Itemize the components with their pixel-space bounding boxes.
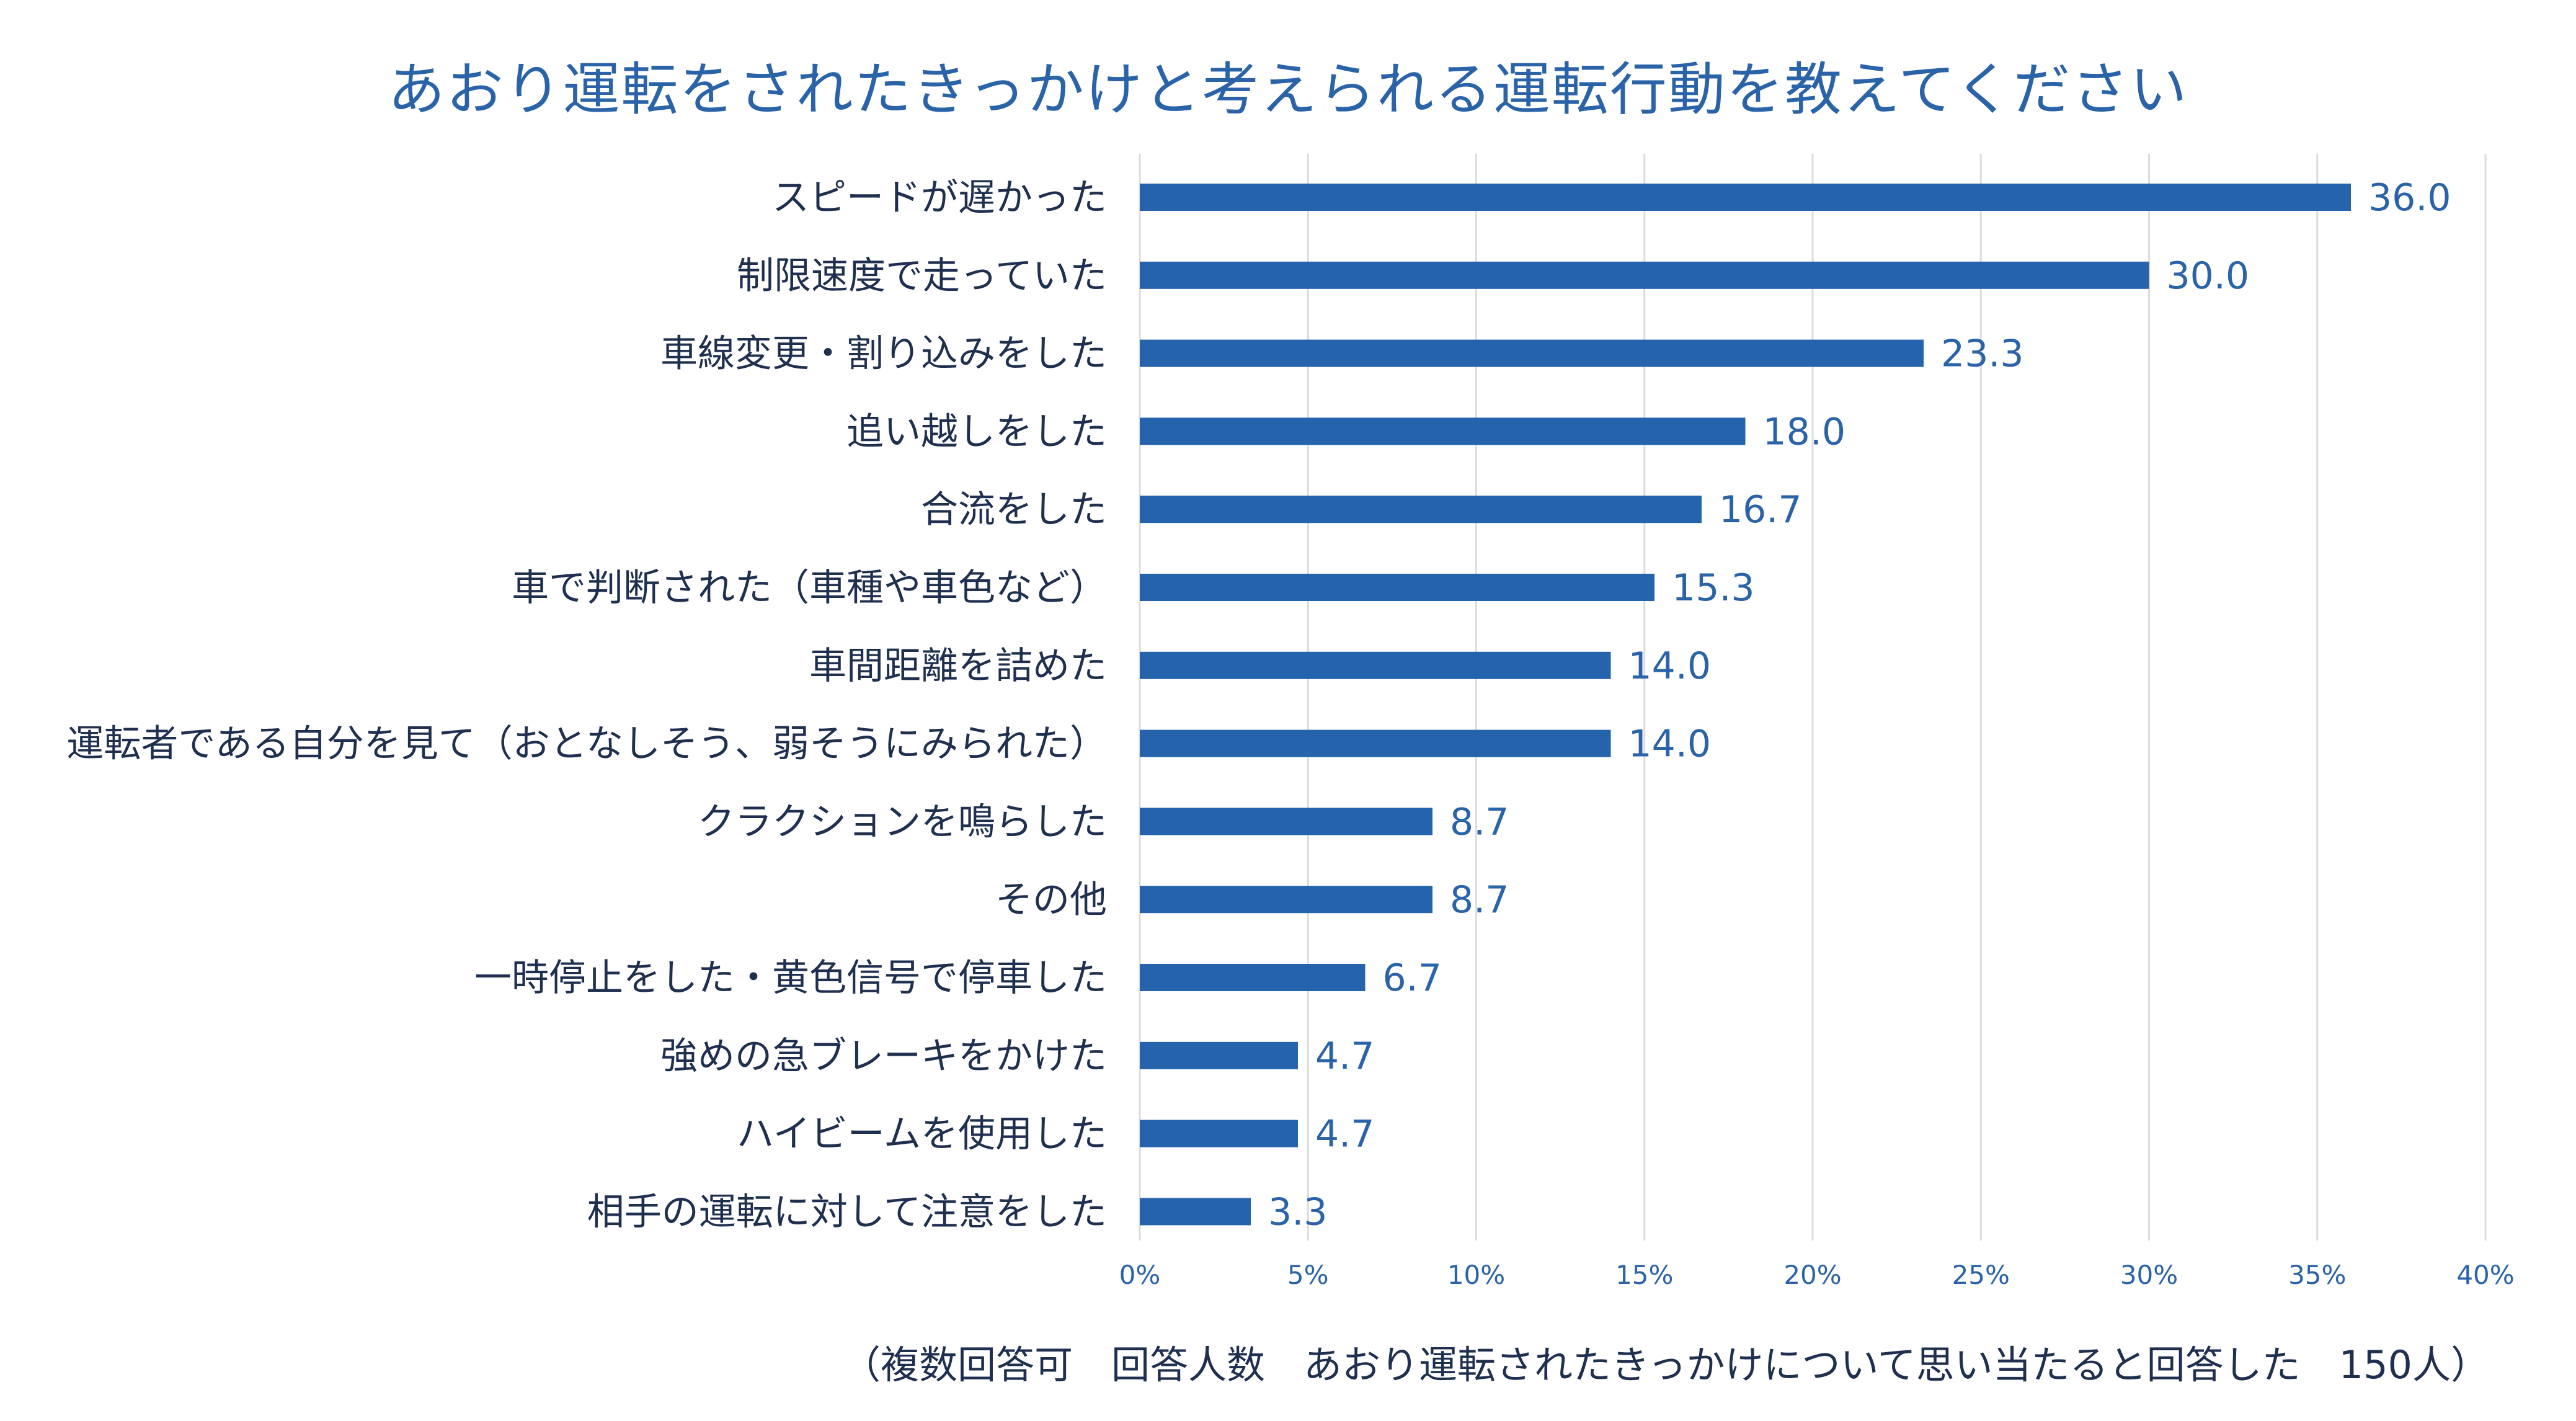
value-label: 4.7 — [1315, 1035, 1374, 1078]
value-label: 8.7 — [1450, 800, 1509, 844]
bar — [1140, 496, 1702, 523]
bar — [1140, 1041, 1298, 1069]
value-label: 18.0 — [1763, 410, 1846, 453]
value-label: 16.7 — [1719, 488, 1802, 532]
value-label: 14.0 — [1628, 644, 1712, 688]
gridlines — [1139, 154, 2487, 1241]
x-tick-label: 25% — [1952, 1260, 2010, 1290]
value-label: 15.3 — [1672, 566, 1755, 610]
x-tick-label: 5% — [1287, 1260, 1329, 1290]
bar — [1140, 339, 1924, 367]
bar — [1140, 886, 1432, 914]
x-tick-label: 40% — [2456, 1260, 2514, 1290]
chart-footnote: （複数回答可 回答人数 あおり運転されたきっかけについて思い当たると回答した 1… — [842, 1342, 2489, 1388]
bar — [1140, 1120, 1298, 1147]
category-label: 合流をした — [921, 488, 1107, 532]
category-label: 車線変更・割り込みをした — [660, 332, 1107, 376]
category-label: 運転者である自分を見て（おとなしそう、弱そうにみられた） — [66, 723, 1107, 766]
value-label: 4.7 — [1315, 1113, 1374, 1156]
value-label: 8.7 — [1450, 878, 1509, 922]
category-label: 一時停止をした・黄色信号で停車した — [474, 956, 1107, 1000]
bar — [1140, 417, 1746, 445]
value-label: 23.3 — [1941, 332, 2024, 376]
value-label: 6.7 — [1382, 956, 1441, 1000]
category-label: スピードが遅かった — [772, 176, 1107, 220]
category-label: 強めの急ブレーキをかけた — [660, 1035, 1107, 1078]
category-label: 相手の運転に対して注意をした — [587, 1190, 1107, 1234]
category-labels: スピードが遅かった制限速度で走っていた車線変更・割り込みをした追い越しをした合流… — [66, 176, 1107, 1234]
x-tick-label: 35% — [2288, 1260, 2346, 1290]
x-tick-label: 0% — [1119, 1260, 1161, 1290]
bar — [1140, 964, 1366, 991]
value-label: 14.0 — [1628, 723, 1712, 766]
value-label: 36.0 — [2368, 176, 2451, 220]
bar — [1140, 184, 2351, 211]
category-label: 制限速度で走っていた — [737, 254, 1107, 298]
x-tick-label: 30% — [2120, 1260, 2178, 1290]
bar — [1140, 808, 1432, 835]
category-label: その他 — [995, 878, 1107, 922]
x-axis-ticks: 0% 5% 10% 15% 20% 25% 30% 35% 40% — [1119, 1260, 2515, 1290]
value-label: 30.0 — [2167, 254, 2250, 298]
bars — [1140, 184, 2351, 1226]
bar — [1140, 1198, 1251, 1226]
x-tick-label: 15% — [1615, 1260, 1673, 1290]
category-label: 車で判断された（車種や車色など） — [512, 566, 1107, 610]
bar — [1140, 261, 2149, 289]
category-label: 車間距離を詰めた — [809, 644, 1107, 688]
bar — [1140, 729, 1611, 757]
category-label: 追い越しをした — [846, 410, 1107, 453]
x-tick-label: 10% — [1447, 1260, 1505, 1290]
category-label: ハイビームを使用した — [737, 1113, 1107, 1156]
x-tick-label: 20% — [1783, 1260, 1841, 1290]
chart-title: あおり運転をされたきっかけと考えられる運転行動を教えてください — [388, 56, 2188, 123]
value-labels: 36.030.023.318.016.715.314.014.08.78.76.… — [1268, 176, 2451, 1234]
bar — [1140, 574, 1655, 601]
category-label: クラクションを鳴らした — [698, 800, 1107, 844]
value-label: 3.3 — [1268, 1190, 1327, 1234]
bar — [1140, 651, 1611, 679]
